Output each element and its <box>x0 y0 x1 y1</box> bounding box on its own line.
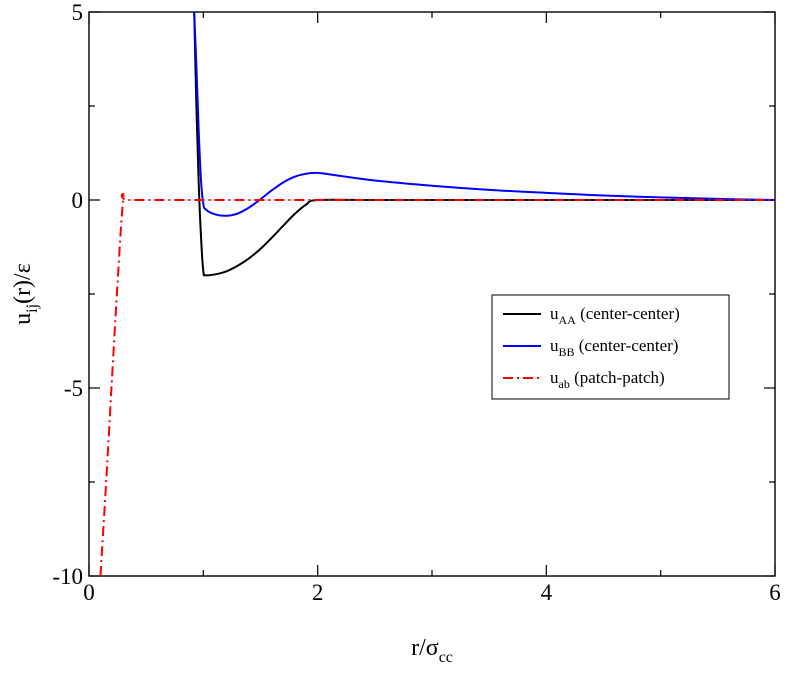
y-tick-label: 5 <box>72 0 84 25</box>
series-line-u-aa <box>193 12 775 277</box>
x-axis-title-sub: cc <box>439 649 453 666</box>
x-tick-label: 4 <box>541 580 553 605</box>
x-tick-label: 0 <box>83 580 95 605</box>
series-layer <box>99 12 775 576</box>
x-tick-label: 6 <box>769 580 781 605</box>
y-axis-title-sub: ij <box>24 304 41 313</box>
x-axis-title-main: r/σ <box>411 635 439 661</box>
y-axis-title-rest: (r)/ε <box>10 263 36 304</box>
ticks <box>88 11 776 577</box>
series-line-u-ab <box>99 192 775 576</box>
y-tick-label: -5 <box>64 376 83 401</box>
y-axis-title: uij(r)/ε <box>10 263 41 325</box>
plot-frame <box>88 11 776 577</box>
series-line-u-bb <box>193 12 775 217</box>
legend-label-ab: uab (patch-patch) <box>550 368 665 391</box>
x-axis-title: r/σcc <box>411 635 453 666</box>
legend: uAA (center-center) uBB (center-center) … <box>491 294 730 400</box>
tick-labels: 0 2 4 6 -10 -5 0 5 <box>52 0 780 605</box>
x-tick-label: 2 <box>312 580 324 605</box>
y-tick-label: 0 <box>72 188 84 213</box>
y-tick-label: -10 <box>52 564 83 589</box>
legend-label-bb: uBB (center-center) <box>550 336 678 359</box>
y-axis-title-main: u <box>10 313 36 325</box>
legend-label-aa: uAA (center-center) <box>550 304 680 327</box>
